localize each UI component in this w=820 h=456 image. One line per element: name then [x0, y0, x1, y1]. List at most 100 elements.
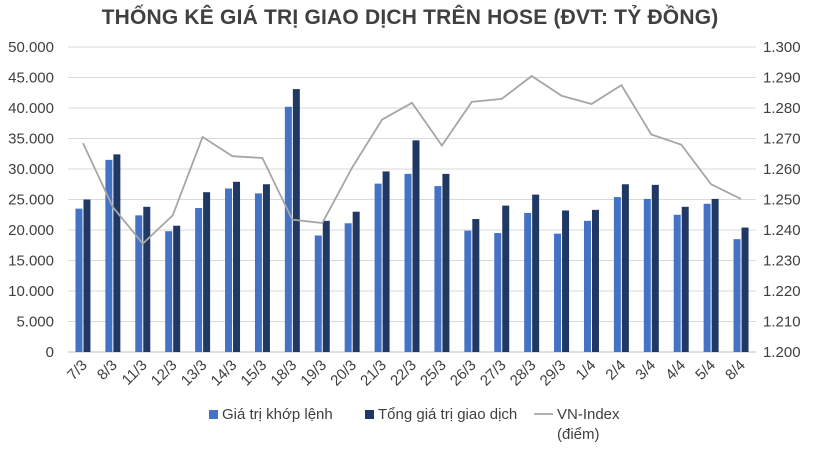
bar-khop-lenh — [673, 214, 681, 352]
bar-khop-lenh — [643, 198, 651, 352]
x-tick-label: 1/4 — [573, 357, 600, 384]
y-tick-label: 0 — [46, 344, 54, 361]
x-tick-label: 7/3 — [64, 357, 91, 384]
bar-tong-gia-tri — [382, 171, 390, 352]
bar-khop-lenh — [284, 106, 292, 352]
x-tick-label: 12/3 — [148, 357, 181, 390]
bar-tong-gia-tri — [352, 211, 360, 352]
bar-tong-gia-tri — [442, 173, 450, 352]
x-tick-label: 18/3 — [268, 357, 301, 390]
x-tick-label: 25/3 — [417, 357, 450, 390]
chart-title: THỐNG KÊ GIÁ TRỊ GIAO DỊCH TRÊN HOSE (ĐV… — [101, 6, 719, 29]
bar-khop-lenh — [344, 223, 352, 352]
gridlines — [68, 46, 756, 353]
bar-khop-lenh — [554, 233, 562, 352]
x-tick-label: 26/3 — [447, 357, 480, 390]
x-tick-label: 8/3 — [94, 357, 121, 384]
bar-tong-gia-tri — [113, 154, 121, 352]
x-tick-label: 28/3 — [507, 357, 540, 390]
x-tick-label: 29/3 — [537, 357, 570, 390]
x-tick-label: 8/4 — [722, 357, 749, 384]
y-tick-label: 25.000 — [8, 192, 54, 209]
y2-tick-label: 1.280 — [763, 100, 801, 117]
bar-khop-lenh — [225, 188, 233, 352]
bar-tong-gia-tri — [322, 220, 330, 352]
x-tick-label: 4/4 — [662, 357, 689, 384]
y-tick-label: 35.000 — [8, 131, 54, 148]
bar-tong-gia-tri — [472, 219, 480, 352]
bar-tong-gia-tri — [562, 210, 570, 352]
x-tick-label: 21/3 — [357, 357, 390, 390]
bar-tong-gia-tri — [681, 206, 689, 352]
bar-tong-gia-tri — [741, 227, 749, 352]
bar-khop-lenh — [494, 233, 502, 352]
y-tick-label: 20.000 — [8, 222, 54, 239]
bar-tong-gia-tri — [621, 184, 629, 352]
x-tick-label: 15/3 — [238, 357, 271, 390]
bar-tong-gia-tri — [83, 199, 91, 352]
y2-tick-label: 1.290 — [763, 70, 801, 87]
legend-label: (điểm) — [557, 426, 600, 443]
x-tick-label: 13/3 — [178, 357, 211, 390]
bar-tong-gia-tri — [262, 184, 270, 352]
y2-tick-label: 1.300 — [763, 39, 801, 56]
bar-tong-gia-tri — [711, 198, 719, 352]
bar-khop-lenh — [165, 231, 173, 352]
y2-tick-label: 1.220 — [763, 283, 801, 300]
bar-khop-lenh — [464, 230, 472, 352]
y2-tick-label: 1.270 — [763, 131, 801, 148]
legend-label: VN-Index — [557, 406, 620, 423]
y2-tick-label: 1.210 — [763, 314, 801, 331]
bar-tong-gia-tri — [143, 206, 151, 352]
y2-tick-label: 1.250 — [763, 192, 801, 209]
x-tick-label: 11/3 — [119, 357, 151, 389]
bar-khop-lenh — [374, 183, 382, 352]
x-tick-label: 2/4 — [602, 357, 629, 384]
bar-khop-lenh — [314, 235, 322, 352]
left-axis-ticks: 0 5.000 10.000 15.000 20.000 25.000 30.000 35.0… — [8, 39, 54, 361]
bar-khop-lenh — [613, 197, 621, 352]
bar-tong-gia-tri — [412, 140, 420, 352]
bar-khop-lenh — [75, 208, 83, 352]
bar-khop-lenh — [434, 186, 442, 352]
legend-label: Tổng giá trị giao dịch — [378, 406, 517, 423]
bar-khop-lenh — [524, 212, 532, 352]
y-tick-label: 15.000 — [8, 253, 54, 270]
legend-label: Giá trị khớp lệnh — [222, 406, 333, 423]
x-axis-ticks: 7/3 8/311/312/313/314/315/318/319/320/321… — [64, 357, 749, 390]
y2-tick-label: 1.240 — [763, 222, 801, 239]
x-tick-label: 27/3 — [477, 357, 510, 390]
legend-swatch-tong-gia-tri — [365, 410, 374, 419]
bar-khop-lenh — [135, 215, 143, 352]
bar-tong-gia-tri — [173, 225, 181, 352]
x-tick-label: 3/4 — [632, 357, 659, 384]
bar-khop-lenh — [583, 220, 591, 352]
bar-tong-gia-tri — [651, 184, 659, 352]
bar-khop-lenh — [733, 239, 741, 352]
x-tick-label: 5/4 — [692, 357, 719, 384]
legend: Giá trị khớp lệnh Tổng giá trị giao dịch V… — [209, 406, 620, 443]
bar-tong-gia-tri — [502, 205, 510, 352]
bar-tong-gia-tri — [203, 192, 211, 352]
vnindex-line — [82, 74, 742, 246]
y-tick-label: 10.000 — [8, 283, 54, 300]
y2-tick-label: 1.200 — [763, 344, 801, 361]
vnindex-series-line — [82, 74, 742, 246]
bar-khop-lenh — [254, 193, 262, 352]
y-tick-label: 40.000 — [8, 100, 54, 117]
bar-tong-gia-tri — [233, 181, 241, 352]
bar-khop-lenh — [703, 203, 711, 352]
y2-tick-label: 1.230 — [763, 253, 801, 270]
x-tick-label: 14/3 — [208, 357, 241, 390]
y-tick-label: 30.000 — [8, 161, 54, 178]
x-tick-label: 20/3 — [327, 357, 360, 390]
bar-khop-lenh — [105, 159, 113, 352]
x-tick-label: 22/3 — [387, 357, 420, 390]
right-axis-ticks: 1.200 1.210 1.220 1.230 1.240 1.250 1.260 1.270… — [763, 39, 801, 361]
bar-tong-gia-tri — [591, 209, 599, 352]
y-tick-label: 50.000 — [8, 39, 54, 56]
x-tick-label: 19/3 — [297, 357, 330, 390]
y2-tick-label: 1.260 — [763, 161, 801, 178]
y-tick-label: 45.000 — [8, 70, 54, 87]
